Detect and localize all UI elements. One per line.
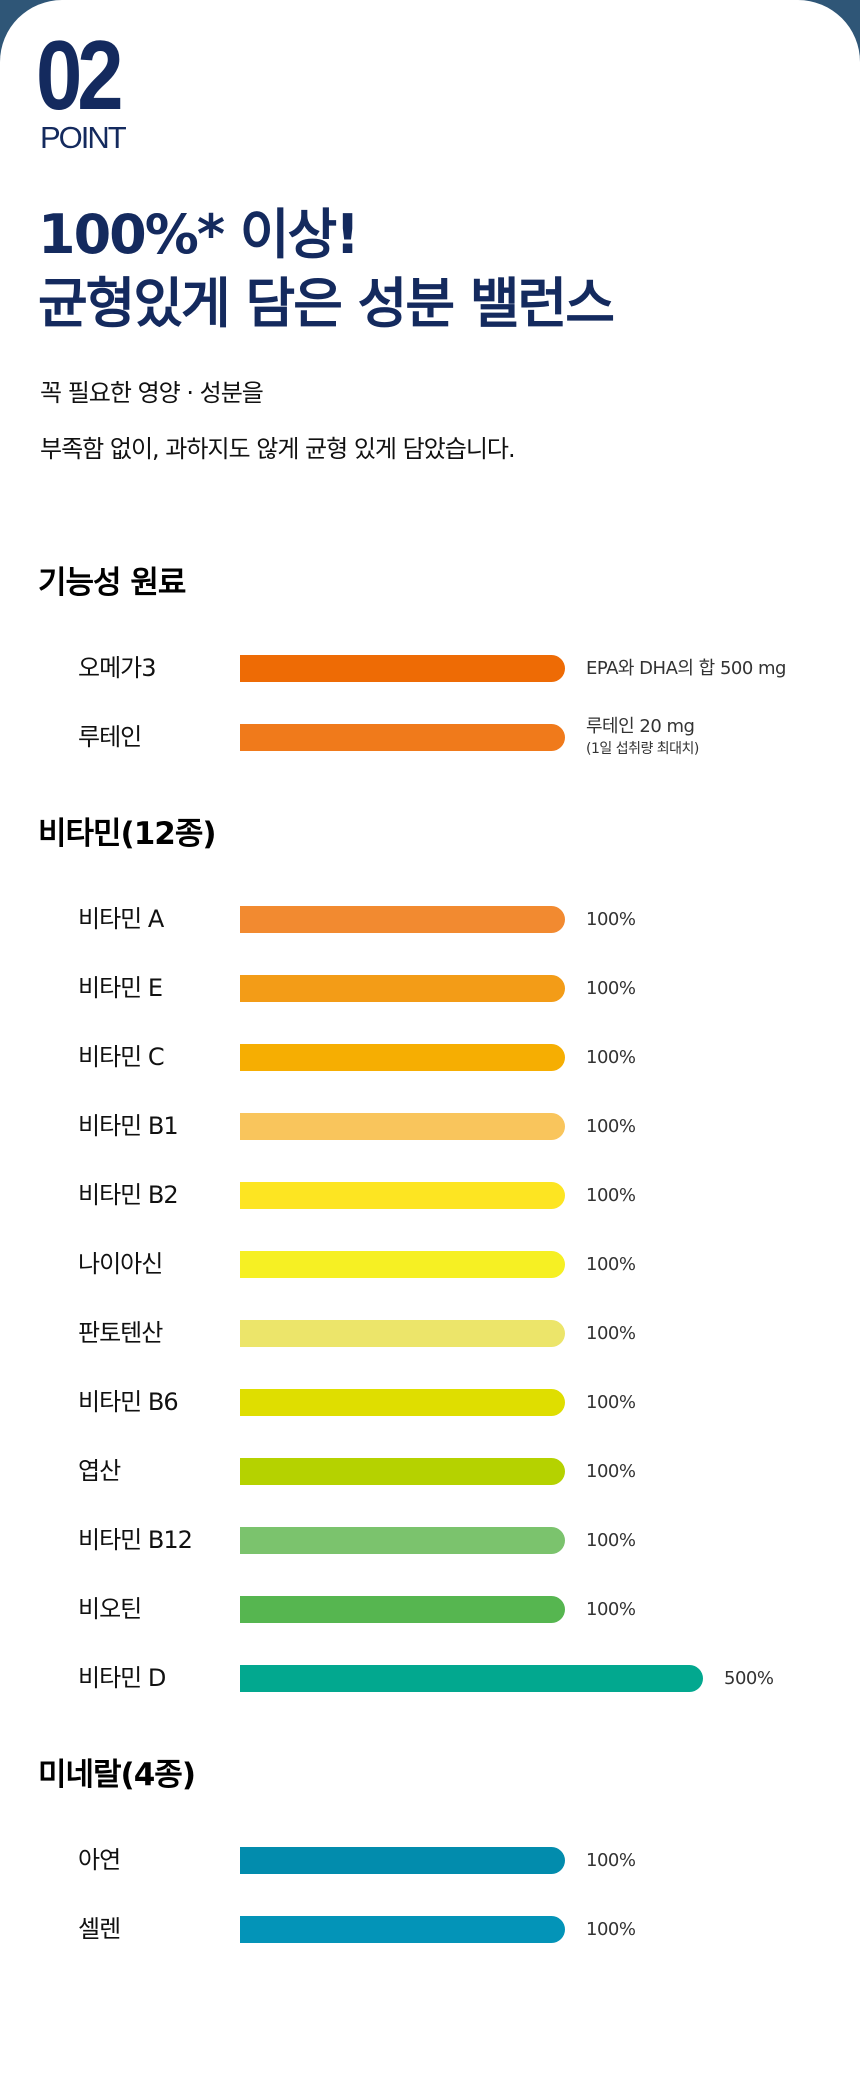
subtext-line-1: 꼭 필요한 영양 · 성분을 — [40, 379, 264, 407]
ingredient-row: 비타민 A 100% — [0, 885, 860, 954]
ingredient-name: 비타민 B6 — [78, 1388, 179, 1416]
value-text: 100% — [586, 1116, 636, 1137]
ingredient-name: 엽산 — [78, 1457, 121, 1485]
ingredient-bar — [240, 1916, 565, 1943]
ingredient-bar — [240, 1458, 565, 1485]
ingredient-value: 100% — [586, 1506, 636, 1575]
value-text: EPA와 DHA의 합 500 mg — [586, 658, 786, 679]
ingredient-bar — [240, 1251, 565, 1278]
ingredient-row: 나이아신 100% — [0, 1230, 860, 1299]
subtext-line-2: 부족함 없이, 과하지도 않게 균형 있게 담았습니다. — [40, 435, 516, 463]
ingredient-row: 비타민 B2 100% — [0, 1161, 860, 1230]
ingredient-row: 비타민 B12 100% — [0, 1506, 860, 1575]
ingredient-bar — [240, 1182, 565, 1209]
ingredient-value: 100% — [586, 1368, 636, 1437]
ingredient-row: 비타민 B6 100% — [0, 1368, 860, 1437]
ingredient-bar — [240, 975, 565, 1002]
ingredient-row: 오메가3 EPA와 DHA의 합 500 mg — [0, 634, 860, 703]
ingredient-row: 비타민 E 100% — [0, 954, 860, 1023]
ingredient-row: 셀렌 100% — [0, 1895, 860, 1964]
ingredient-row: 비오틴 100% — [0, 1575, 860, 1644]
ingredient-value: 100% — [586, 885, 636, 954]
ingredient-name: 비타민 B2 — [78, 1181, 179, 1209]
section: 비타민(12종) 비타민 A 100% 비타민 E 100% 비타민 C 100% 비타민 B… — [0, 814, 860, 1713]
subtext: 꼭 필요한 영양 · 성분을 부족함 없이, 과하지도 않게 균형 있게 담았습… — [40, 365, 516, 477]
ingredient-value: 100% — [586, 954, 636, 1023]
ingredient-bar — [240, 906, 565, 933]
ingredient-value: 100% — [586, 1895, 636, 1964]
headline-line-1: 100%* 이상! — [38, 203, 360, 266]
value-text: 루테인 20 mg — [586, 716, 695, 737]
value-text: 100% — [586, 1323, 636, 1344]
ingredient-bar — [240, 1596, 565, 1623]
ingredient-bar — [240, 724, 565, 751]
ingredient-name: 아연 — [78, 1846, 121, 1874]
ingredient-row: 비타민 C 100% — [0, 1023, 860, 1092]
ingredient-value: 100% — [586, 1092, 636, 1161]
ingredient-bar — [240, 1665, 703, 1692]
value-text: 100% — [586, 1599, 636, 1620]
ingredient-value: 100% — [586, 1575, 636, 1644]
ingredient-bar — [240, 1113, 565, 1140]
value-text: 100% — [586, 909, 636, 930]
ingredient-bar — [240, 1389, 565, 1416]
ingredient-bar — [240, 1044, 565, 1071]
value-text: 100% — [586, 1047, 636, 1068]
ingredient-name: 비오틴 — [78, 1595, 142, 1623]
ingredient-name: 오메가3 — [78, 654, 157, 682]
value-text: 100% — [586, 1461, 636, 1482]
ingredient-value: 100% — [586, 1437, 636, 1506]
value-note: (1일 섭취량 최대치) — [586, 741, 699, 757]
ingredient-name: 루테인 — [78, 723, 142, 751]
value-text: 100% — [586, 1530, 636, 1551]
ingredient-name: 비타민 B1 — [78, 1112, 179, 1140]
section: 미네랄(4종) 아연 100% 셀렌 100% — [0, 1755, 860, 1964]
ingredient-value: 500% — [724, 1644, 774, 1713]
ingredient-row: 엽산 100% — [0, 1437, 860, 1506]
ingredient-value: EPA와 DHA의 합 500 mg — [586, 634, 786, 703]
ingredient-name: 비타민 D — [78, 1664, 166, 1692]
ingredient-value: 100% — [586, 1299, 636, 1368]
section-title: 기능성 원료 — [38, 565, 186, 601]
value-text: 100% — [586, 1850, 636, 1871]
ingredient-row: 비타민 D 500% — [0, 1644, 860, 1713]
ingredient-name: 판토텐산 — [78, 1319, 163, 1347]
ingredient-bar — [240, 1527, 565, 1554]
headline-line-2: 균형있게 담은 성분 밸런스 — [38, 272, 615, 335]
ingredient-bar — [240, 1847, 565, 1874]
ingredient-bar — [240, 1320, 565, 1347]
ingredient-row: 루테인 루테인 20 mg (1일 섭취량 최대치) — [0, 703, 860, 772]
ingredient-value: 100% — [586, 1826, 636, 1895]
value-text: 100% — [586, 1254, 636, 1275]
value-text: 500% — [724, 1668, 774, 1689]
headline: 100%* 이상! 균형있게 담은 성분 밸런스 — [38, 200, 615, 338]
ingredient-name: 비타민 B12 — [78, 1526, 193, 1554]
ingredient-row: 판토텐산 100% — [0, 1299, 860, 1368]
value-text: 100% — [586, 1392, 636, 1413]
ingredient-value: 100% — [586, 1230, 636, 1299]
ingredient-value: 100% — [586, 1161, 636, 1230]
value-text: 100% — [586, 978, 636, 999]
value-text: 100% — [586, 1919, 636, 1940]
ingredient-name: 비타민 C — [78, 1043, 165, 1071]
ingredient-name: 나이아신 — [78, 1250, 163, 1278]
section-title: 비타민(12종) — [38, 816, 217, 852]
point-label: POINT — [40, 120, 127, 155]
ingredient-name: 셀렌 — [78, 1915, 121, 1943]
ingredient-name: 비타민 E — [78, 974, 163, 1002]
ingredient-value: 100% — [586, 1023, 636, 1092]
ingredient-row: 아연 100% — [0, 1826, 860, 1895]
ingredient-bar — [240, 655, 565, 682]
ingredient-row: 비타민 B1 100% — [0, 1092, 860, 1161]
ingredient-name: 비타민 A — [78, 905, 164, 933]
value-text: 100% — [586, 1185, 636, 1206]
point-number: 02 — [36, 20, 124, 130]
section-title: 미네랄(4종) — [38, 1757, 196, 1793]
ingredient-value: 루테인 20 mg (1일 섭취량 최대치) — [586, 716, 699, 760]
